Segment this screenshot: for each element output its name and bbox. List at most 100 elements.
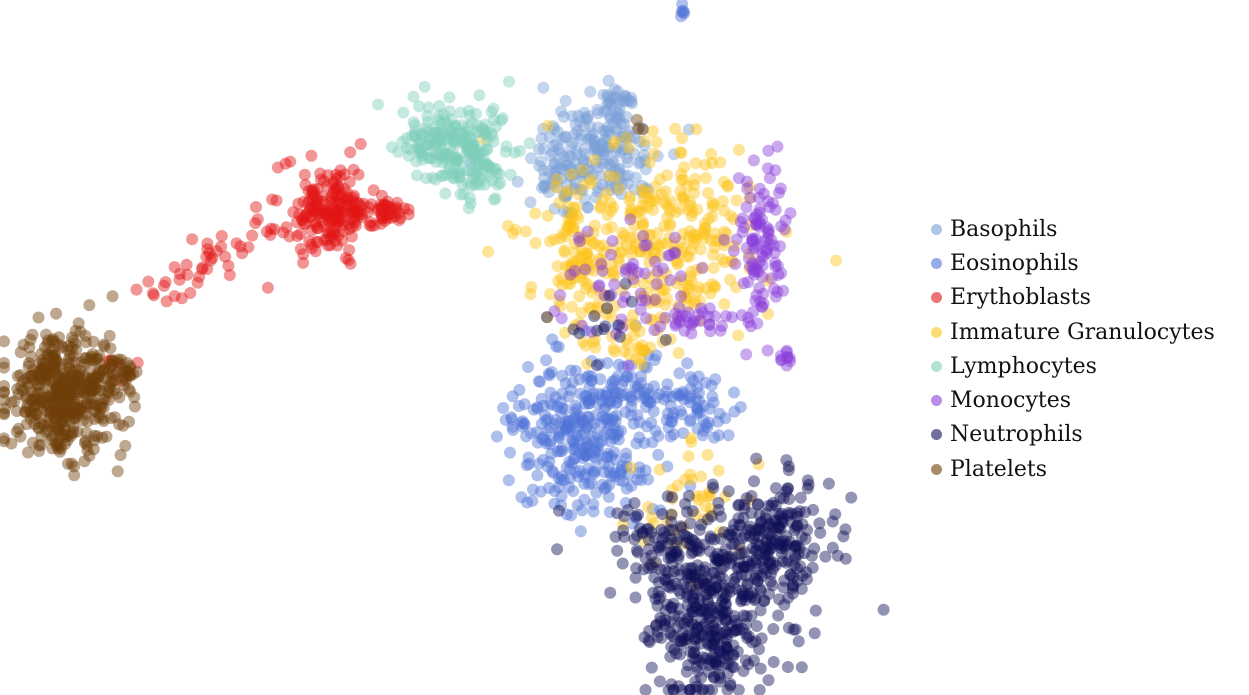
- data-point: [11, 405, 23, 418]
- data-point: [722, 649, 735, 662]
- data-point: [640, 182, 653, 195]
- data-point: [47, 360, 60, 372]
- data-point: [52, 386, 65, 399]
- data-point: [763, 587, 776, 600]
- data-point: [688, 640, 700, 653]
- data-point: [649, 556, 662, 569]
- data-point: [665, 533, 678, 546]
- data-point: [753, 523, 766, 536]
- data-point: [753, 182, 766, 195]
- data-point: [106, 290, 119, 303]
- data-point: [320, 208, 333, 221]
- data-point: [181, 268, 194, 281]
- data-point: [70, 343, 83, 356]
- data-point: [769, 203, 782, 216]
- data-point: [764, 541, 777, 554]
- data-point: [74, 364, 87, 377]
- data-point: [23, 341, 36, 354]
- data-point: [331, 204, 344, 217]
- data-point: [746, 263, 759, 276]
- data-point: [629, 571, 642, 584]
- data-point: [25, 394, 38, 407]
- data-point: [605, 378, 618, 391]
- data-point: [631, 409, 644, 422]
- data-point: [691, 228, 704, 241]
- data-point: [594, 373, 607, 386]
- data-point: [430, 136, 443, 149]
- data-point: [44, 365, 57, 378]
- data-point: [308, 183, 320, 196]
- data-point: [597, 239, 610, 252]
- data-point: [50, 384, 62, 397]
- data-point: [623, 141, 636, 154]
- data-point: [49, 421, 62, 434]
- data-point: [796, 569, 809, 582]
- data-point: [65, 386, 77, 399]
- data-point: [658, 313, 671, 326]
- data-point: [635, 294, 648, 307]
- data-point: [578, 477, 591, 490]
- data-point: [652, 576, 665, 589]
- data-point: [113, 418, 126, 431]
- data-point: [604, 173, 616, 186]
- data-point: [599, 413, 612, 426]
- data-point: [52, 400, 65, 413]
- data-point: [407, 116, 420, 129]
- data-point: [543, 456, 556, 468]
- data-point: [558, 244, 571, 257]
- data-point: [700, 608, 713, 621]
- data-point: [735, 309, 748, 322]
- data-point: [759, 548, 772, 561]
- data-point: [87, 335, 100, 348]
- data-point: [608, 467, 621, 480]
- data-point: [619, 263, 632, 276]
- data-point: [598, 246, 610, 258]
- data-point: [654, 563, 667, 576]
- data-point: [771, 285, 784, 298]
- legend-label: Eosinophils: [950, 250, 1079, 276]
- data-point: [762, 144, 775, 157]
- data-point: [62, 353, 75, 366]
- data-point: [63, 406, 76, 419]
- data-point: [553, 157, 566, 170]
- data-point: [10, 425, 23, 438]
- data-point: [583, 394, 596, 407]
- data-point: [450, 130, 463, 143]
- data-point: [437, 108, 450, 121]
- data-point: [540, 414, 552, 427]
- data-point: [310, 235, 323, 248]
- data-point: [447, 153, 460, 166]
- data-point: [608, 470, 621, 483]
- data-point: [569, 399, 582, 412]
- data-point: [601, 423, 614, 436]
- data-point: [686, 618, 698, 631]
- data-point: [640, 401, 652, 413]
- data-point: [754, 604, 767, 617]
- data-point: [314, 167, 327, 180]
- data-point: [701, 421, 714, 434]
- data-point: [543, 482, 556, 494]
- data-point: [647, 313, 660, 326]
- data-point: [646, 561, 659, 574]
- data-point: [681, 281, 694, 294]
- data-point: [160, 295, 173, 308]
- data-point: [662, 249, 675, 262]
- data-point: [650, 238, 663, 251]
- data-point: [712, 632, 725, 645]
- data-point: [461, 120, 474, 133]
- data-point: [763, 556, 775, 569]
- legend-label: Neutrophils: [950, 422, 1083, 448]
- data-point: [29, 399, 41, 412]
- data-point: [646, 436, 659, 449]
- data-point: [684, 382, 697, 395]
- data-point: [390, 203, 403, 216]
- data-point: [648, 279, 661, 292]
- data-point: [52, 424, 65, 437]
- data-point: [327, 212, 340, 225]
- data-point: [758, 552, 771, 565]
- data-point: [721, 179, 734, 192]
- data-point: [348, 189, 360, 202]
- data-point: [640, 523, 653, 536]
- data-point: [764, 530, 777, 542]
- data-point: [684, 568, 697, 581]
